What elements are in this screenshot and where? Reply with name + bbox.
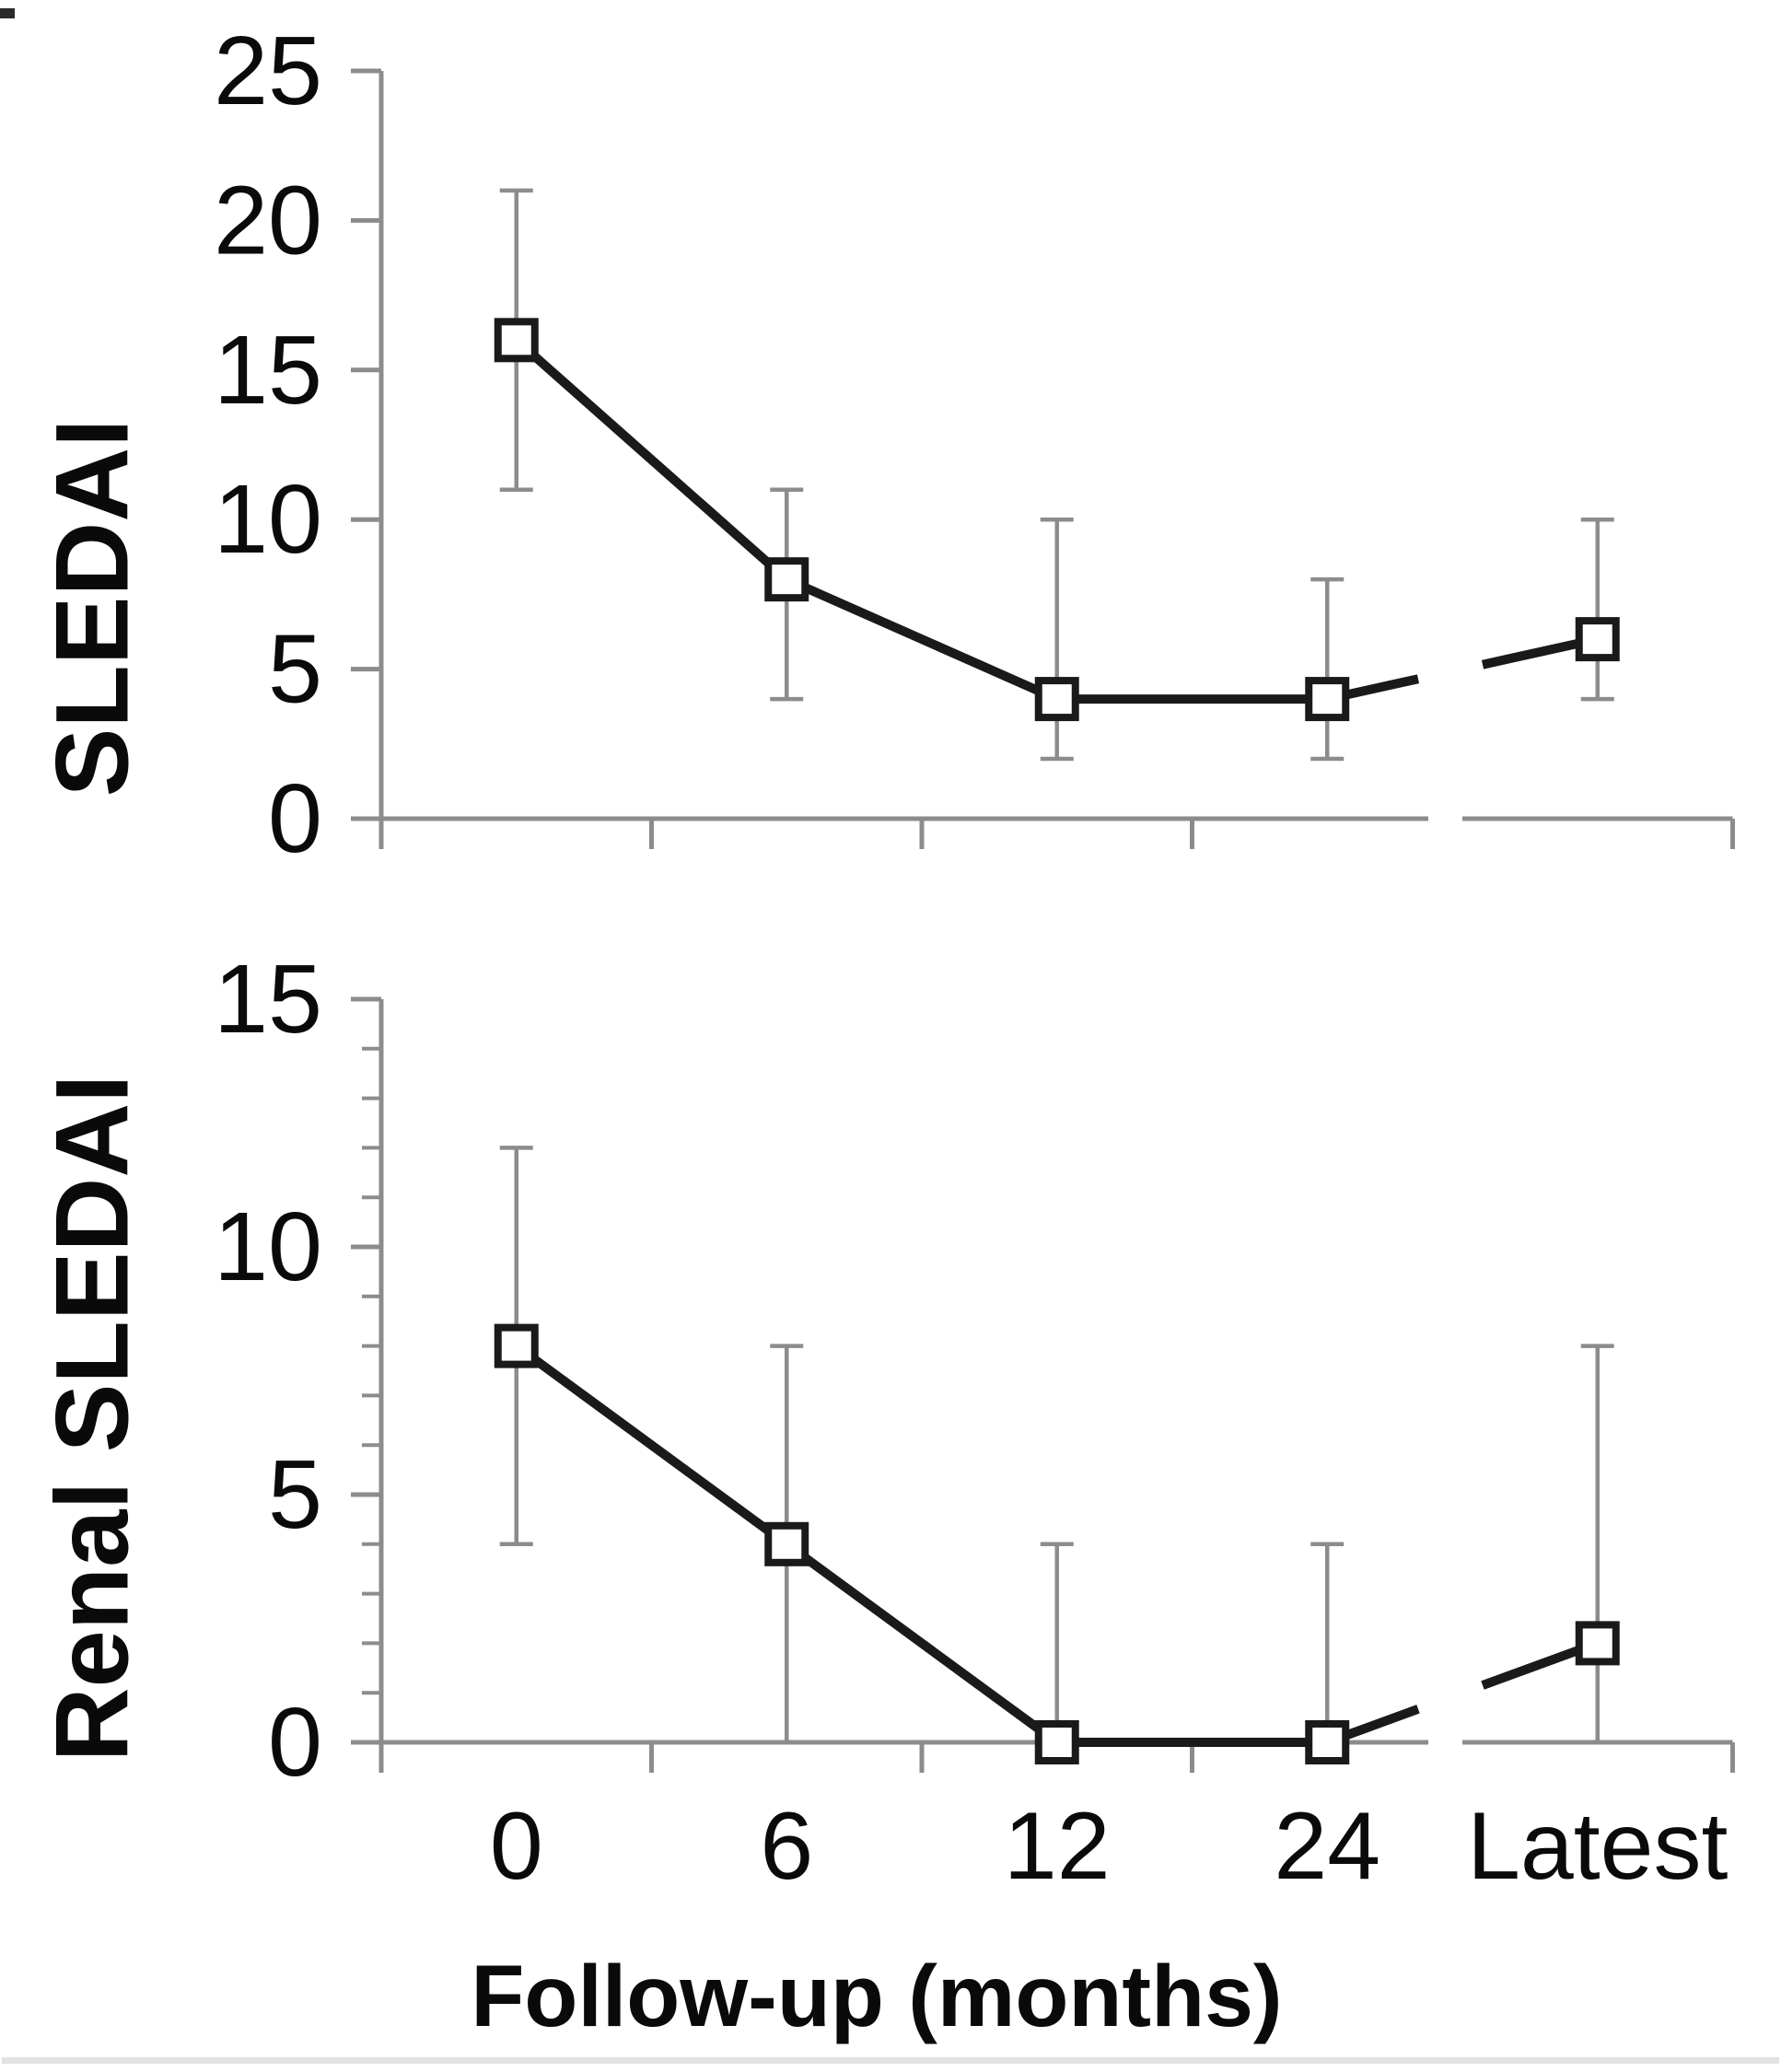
data-point-marker-Latest [1575, 1621, 1620, 1666]
data-point-marker-6 [764, 1521, 809, 1566]
error-bar [1040, 1542, 1074, 1745]
y-tick-label: 20 [214, 166, 322, 274]
error-bar [1580, 1344, 1614, 1745]
error-bar [1310, 576, 1344, 762]
y-tick-label: 0 [268, 1688, 322, 1797]
x-tick-label-0: 0 [490, 1793, 543, 1900]
x-tick-label-Latest: Latest [1467, 1793, 1728, 1900]
x-tick-label-6: 6 [760, 1793, 813, 1900]
y-axis-title: Renal SLEDAI [35, 1075, 150, 1763]
corner-artifact [0, 8, 15, 18]
data-point-marker-0 [494, 1323, 539, 1368]
y-tick-label: 5 [268, 615, 322, 724]
y-tick-label: 15 [214, 945, 322, 1053]
data-point-marker-6 [764, 557, 809, 602]
bottom-edge-artifact [2, 2057, 1779, 2064]
y-tick-label: 25 [214, 17, 322, 125]
x-axis-title: Follow-up (months) [471, 1948, 1282, 2045]
data-point-marker-24 [1305, 1720, 1350, 1764]
y-tick-label: 0 [268, 764, 322, 873]
x-tick-label-24: 24 [1274, 1793, 1380, 1900]
data-point-marker-12 [1034, 677, 1079, 722]
y-axis-title: SLEDAI [35, 419, 150, 797]
panel-renal-sledai: 0 5 10 15 Renal SLEDAI 0 6 12 24 Latest Follow-up … [35, 945, 1735, 2045]
x-tick-label-12: 12 [1004, 1793, 1111, 1900]
data-point-marker-12 [1034, 1720, 1079, 1764]
error-bar [1310, 1542, 1344, 1745]
data-point-marker-24 [1305, 677, 1350, 722]
y-tick-label: 10 [214, 1193, 322, 1301]
y-tick-label: 5 [268, 1440, 322, 1549]
data-point-marker-Latest [1575, 617, 1620, 662]
panel-sledai: 0 5 10 15 20 25 SLEDAI [35, 17, 1735, 873]
data-point-marker-0 [494, 318, 539, 363]
y-tick-label: 15 [214, 316, 322, 425]
error-bar [1040, 517, 1074, 762]
y-tick-label: 10 [214, 465, 322, 574]
error-bar [1580, 517, 1614, 702]
